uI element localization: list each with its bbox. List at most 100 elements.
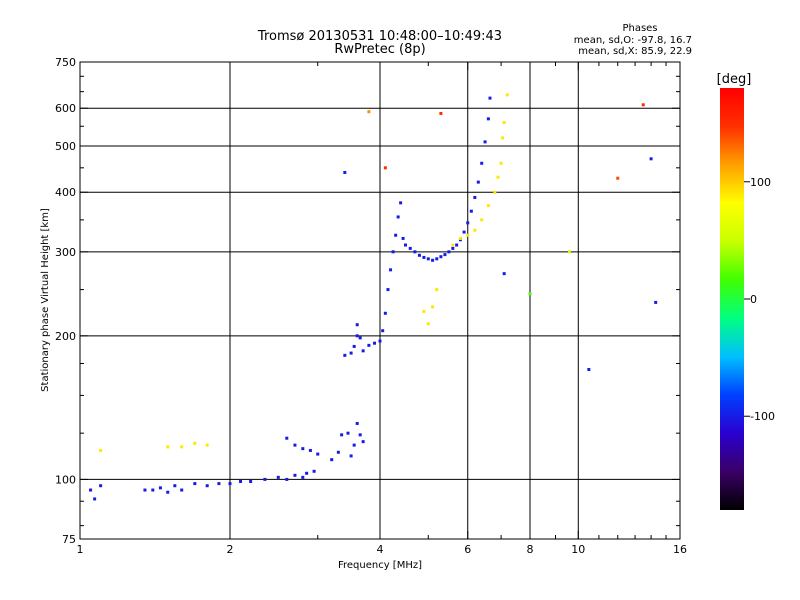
data-point bbox=[99, 484, 103, 488]
data-point bbox=[358, 433, 362, 437]
x-axis-label: Frequency [MHz] bbox=[338, 560, 422, 571]
data-point bbox=[439, 255, 443, 259]
data-point bbox=[486, 204, 490, 208]
y-axis-label: Stationary phase Virtual Height [km] bbox=[40, 208, 51, 392]
data-point bbox=[391, 250, 395, 254]
data-point bbox=[426, 322, 430, 326]
data-point bbox=[249, 479, 253, 483]
colorbar-tick-label: -100 bbox=[750, 410, 775, 423]
y-tick-label: 600 bbox=[55, 102, 76, 115]
data-point bbox=[263, 477, 267, 481]
y-tick-label: 75 bbox=[62, 533, 76, 546]
data-point bbox=[417, 253, 421, 257]
y-tick-label: 500 bbox=[55, 140, 76, 153]
data-point bbox=[496, 175, 500, 179]
phase-info-x: mean, sd,X: 85.9, 22.9 bbox=[578, 46, 692, 57]
data-point bbox=[346, 431, 350, 435]
x-tick-label: 2 bbox=[227, 543, 234, 556]
data-point bbox=[413, 250, 417, 254]
data-point bbox=[312, 469, 316, 473]
data-point bbox=[355, 334, 359, 338]
data-point bbox=[228, 482, 232, 486]
data-point bbox=[408, 246, 412, 250]
data-point bbox=[205, 484, 209, 488]
data-point bbox=[358, 336, 362, 340]
data-point bbox=[439, 111, 443, 115]
data-point bbox=[443, 253, 447, 257]
data-point bbox=[301, 447, 305, 451]
data-point bbox=[355, 323, 359, 327]
data-point bbox=[349, 351, 353, 355]
data-point bbox=[361, 440, 365, 444]
data-point bbox=[447, 250, 451, 254]
data-point bbox=[166, 445, 170, 449]
data-point bbox=[394, 233, 398, 237]
data-point bbox=[285, 436, 289, 440]
data-point bbox=[616, 176, 620, 180]
data-point bbox=[361, 349, 365, 353]
data-point bbox=[308, 448, 312, 452]
data-point bbox=[649, 157, 653, 161]
colorbar-label: [deg] bbox=[717, 72, 752, 87]
data-point bbox=[193, 441, 197, 445]
data-point bbox=[389, 268, 393, 272]
data-point bbox=[451, 246, 455, 250]
data-point bbox=[316, 452, 320, 456]
data-point bbox=[352, 443, 356, 447]
data-point bbox=[343, 353, 347, 357]
data-point bbox=[336, 450, 340, 454]
data-point bbox=[466, 233, 470, 237]
data-point bbox=[330, 458, 334, 462]
data-point bbox=[239, 479, 243, 483]
data-point bbox=[473, 228, 477, 232]
data-point bbox=[641, 103, 645, 107]
data-point bbox=[386, 288, 390, 292]
grid-lines bbox=[80, 62, 680, 539]
data-point bbox=[422, 255, 426, 259]
data-point bbox=[431, 258, 435, 262]
data-point bbox=[493, 190, 497, 194]
colorbar-ticks: 100 0 -100 bbox=[744, 176, 775, 423]
data-point bbox=[435, 257, 439, 261]
data-point bbox=[451, 243, 455, 247]
data-point bbox=[180, 488, 184, 492]
phase-info-o: mean, sd,O: -97.8, 16.7 bbox=[574, 35, 692, 46]
data-point bbox=[355, 421, 359, 425]
y-tick-label: 750 bbox=[55, 56, 76, 69]
chart-title-line2: RwPretec (8p) bbox=[334, 42, 425, 57]
data-point bbox=[373, 341, 377, 345]
data-point bbox=[367, 343, 371, 347]
data-point bbox=[193, 482, 197, 486]
data-point bbox=[401, 236, 405, 240]
x-tick-label: 16 bbox=[673, 543, 687, 556]
colorbar bbox=[720, 88, 744, 510]
data-point bbox=[435, 288, 439, 292]
data-point bbox=[426, 257, 430, 261]
data-point bbox=[488, 96, 492, 100]
data-point bbox=[180, 445, 184, 449]
data-point bbox=[378, 339, 382, 343]
data-point bbox=[352, 344, 356, 348]
data-point bbox=[480, 218, 484, 222]
data-point bbox=[99, 448, 103, 452]
data-point bbox=[343, 170, 347, 174]
data-point bbox=[422, 309, 426, 313]
data-point bbox=[486, 117, 490, 121]
data-point bbox=[89, 488, 93, 492]
data-point bbox=[301, 475, 305, 479]
y-tick-label: 300 bbox=[55, 246, 76, 259]
data-point bbox=[158, 486, 162, 490]
data-point bbox=[462, 230, 466, 234]
data-point bbox=[396, 215, 400, 219]
data-point bbox=[151, 488, 155, 492]
data-point bbox=[403, 243, 407, 247]
data-point bbox=[340, 433, 344, 437]
y-tick-label: 400 bbox=[55, 186, 76, 199]
data-point bbox=[501, 136, 505, 140]
data-point bbox=[476, 180, 480, 184]
data-point bbox=[217, 482, 221, 486]
x-tick-label: 10 bbox=[571, 543, 585, 556]
data-point bbox=[349, 454, 353, 458]
data-point bbox=[383, 311, 387, 315]
